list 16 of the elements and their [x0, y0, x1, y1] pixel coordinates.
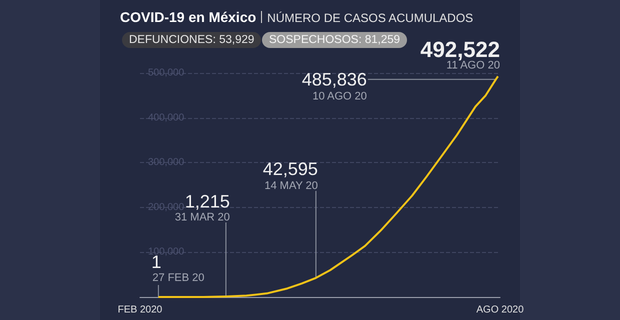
annotation: 42,595: [262, 158, 318, 179]
annotation: 11 AGO 20: [446, 59, 500, 72]
chart-subtitle: NÚMERO DE CASOS ACUMULADOS: [267, 11, 474, 25]
annotation: 14 MAY 20: [264, 180, 318, 192]
annotation: 1: [151, 252, 162, 272]
annotation: 1,215: [184, 191, 230, 212]
annotation: 31 MAR 20: [174, 211, 230, 224]
x-tick-label: AGO 2020: [476, 304, 524, 316]
annotation: 485,836: [302, 69, 367, 90]
chart-title: COVID-19 en México: [120, 9, 256, 25]
text: SOSPECHOSOS: 81,259: [262, 32, 408, 48]
annotation: 10 AGO 20: [312, 90, 367, 102]
annotation: 27 FEB 20: [152, 272, 204, 284]
text: DEFUNCIONES: 53,929: [122, 32, 262, 48]
annotation: 492,522: [420, 36, 500, 62]
x-tick-label: FEB 2020: [118, 304, 163, 316]
